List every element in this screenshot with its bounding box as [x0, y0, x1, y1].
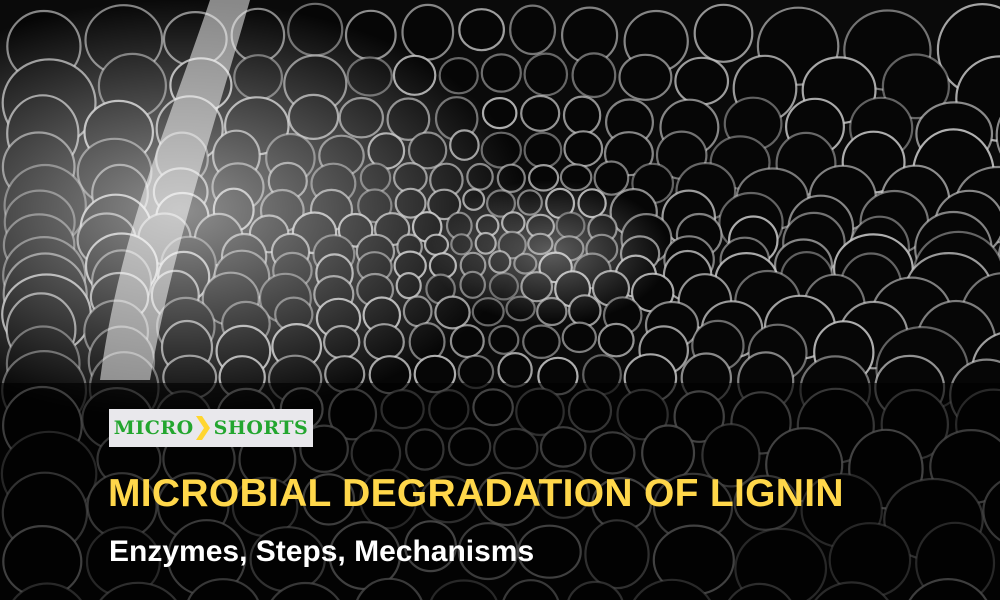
- page-title: MICROBIAL DEGRADATION OF LIGNIN: [108, 472, 844, 515]
- logo-arrow-icon: [194, 414, 214, 442]
- page-subtitle: Enzymes, Steps, Mechanisms: [109, 535, 535, 568]
- logo-micro-text: MICRO: [113, 417, 194, 439]
- microshorts-logo: MICRO SHORTS: [109, 409, 313, 447]
- logo-shorts-text: SHORTS: [213, 417, 309, 439]
